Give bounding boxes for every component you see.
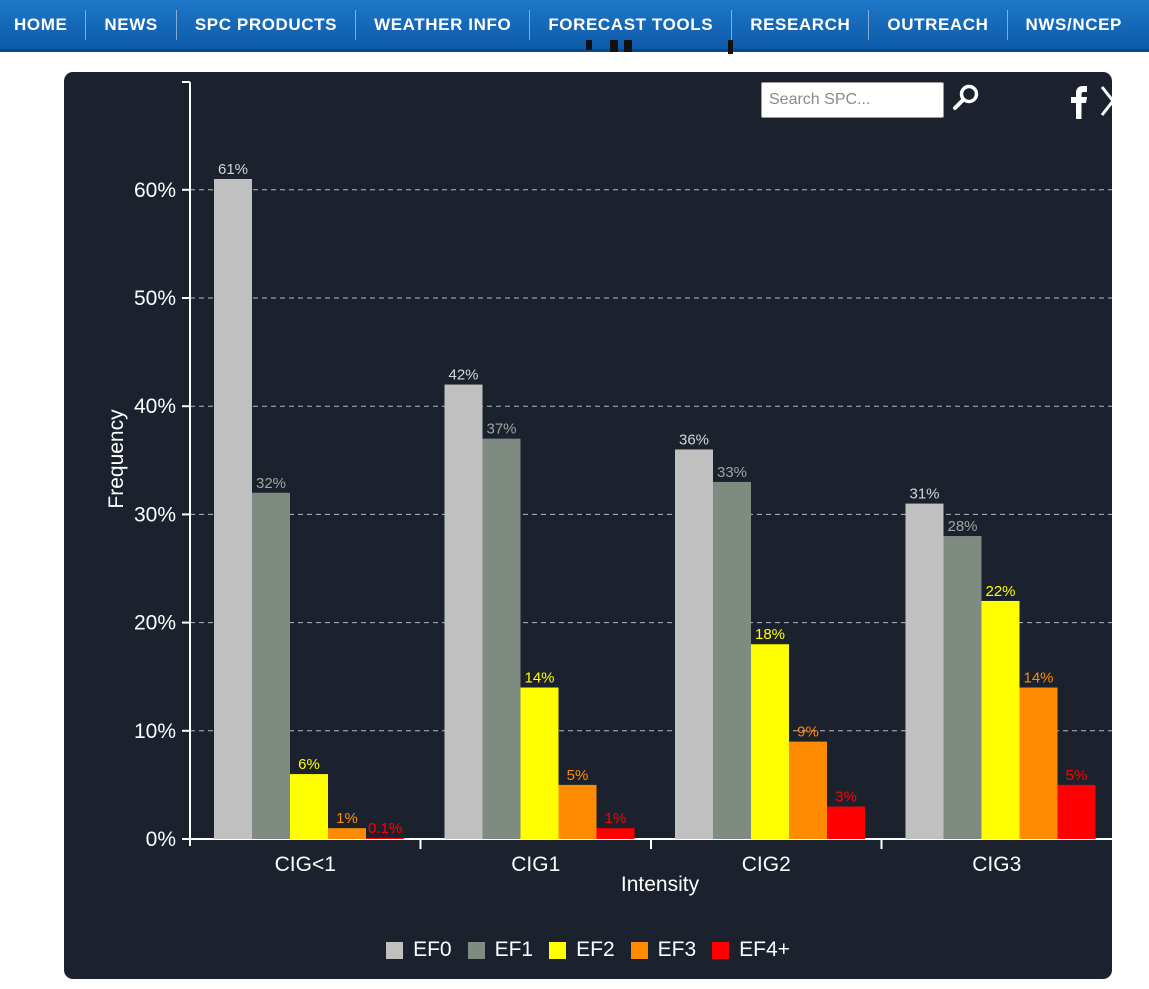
- nav-weather-info[interactable]: WEATHER INFO: [355, 9, 529, 40]
- x-tick-label-cig1: CIG1: [511, 853, 560, 876]
- bar-ef0-cig1: [444, 384, 483, 839]
- bar-ef1-cig3: [943, 536, 982, 839]
- data-label-ef2-cig1: 14%: [524, 670, 554, 687]
- chart-legend: EF0 EF1 EF2 EF3 EF4+: [64, 938, 1112, 962]
- bar-ef4-plus-cig-lt-1: [366, 837, 404, 839]
- top-navigation-bar: HOME NEWS SPC PRODUCTS WEATHER INFO FORE…: [0, 0, 1149, 52]
- data-label-ef1-cig2: 33%: [717, 464, 747, 481]
- data-label-ef0-cig-lt-1: 61%: [218, 161, 248, 178]
- y-tick-label-30: 30%: [134, 503, 176, 526]
- x-tick-label-cig3: CIG3: [972, 853, 1021, 876]
- data-label-ef3-cig2: 9%: [797, 724, 819, 741]
- y-tick-label-0: 0%: [146, 828, 176, 851]
- legend-swatch-ef1: [467, 941, 485, 959]
- nav-news[interactable]: NEWS: [85, 9, 175, 40]
- data-label-ef4-plus-cig1: 1%: [605, 810, 627, 827]
- data-label-ef1-cig1: 37%: [486, 421, 516, 438]
- legend-label-ef1: EF1: [494, 938, 534, 961]
- data-label-ef3-cig1: 5%: [567, 767, 589, 784]
- data-label-ef3-cig3: 14%: [1023, 670, 1053, 687]
- bar-ef1-cig2: [713, 481, 751, 839]
- facebook-icon[interactable]: [1067, 84, 1091, 120]
- bar-ef4-plus-cig3: [1057, 784, 1096, 839]
- legend-swatch-ef2: [549, 941, 567, 959]
- nav-forecast-tools[interactable]: FORECAST TOOLS: [529, 9, 731, 40]
- legend-label-ef4-plus: EF4+: [739, 938, 790, 961]
- legend-item-ef0[interactable]: EF0: [386, 938, 452, 962]
- bar-ef2-cig3: [981, 600, 1020, 839]
- data-label-ef1-cig-lt-1: 32%: [256, 475, 286, 492]
- bar-ef3-cig2: [789, 741, 827, 839]
- legend-item-ef4-plus[interactable]: EF4+: [712, 938, 790, 962]
- nav-nws-ncep[interactable]: NWS/NCEP: [1006, 9, 1140, 40]
- bar-ef3-cig-lt-1: [328, 828, 366, 839]
- clipped-heading-fragment: [540, 40, 740, 54]
- legend-swatch-ef0: [386, 941, 404, 959]
- x-tick-label-cig-lt-1: CIG<1: [275, 853, 336, 876]
- legend-item-ef2[interactable]: EF2: [549, 938, 615, 962]
- y-tick-label-50: 50%: [134, 287, 176, 310]
- bar-ef4-plus-cig1: [596, 828, 635, 839]
- legend-label-ef2: EF2: [576, 938, 615, 961]
- bar-ef0-cig-lt-1: [214, 178, 252, 840]
- y-axis-title: Frequency: [105, 409, 128, 509]
- bar-ef3-cig1: [558, 784, 597, 839]
- bar-ef2-cig2: [751, 644, 789, 839]
- data-label-ef2-cig3: 22%: [985, 583, 1015, 600]
- data-label-ef0-cig2: 36%: [679, 431, 709, 448]
- bar-ef0-cig2: [675, 449, 713, 839]
- data-label-ef2-cig-lt-1: 6%: [298, 756, 320, 773]
- y-tick-label-20: 20%: [134, 612, 176, 635]
- x-axis-title: Intensity: [621, 873, 700, 896]
- legend-swatch-ef4-plus: [712, 941, 730, 959]
- data-label-ef4-plus-cig3: 5%: [1066, 767, 1088, 784]
- data-label-ef2-cig2: 18%: [755, 626, 785, 643]
- y-tick-label-10: 10%: [134, 720, 176, 743]
- search-icon[interactable]: [950, 82, 982, 114]
- legend-label-ef3: EF3: [657, 938, 697, 961]
- nav-home[interactable]: HOME: [14, 14, 68, 34]
- bar-ef4-plus-cig2: [827, 806, 865, 839]
- nav-outreach[interactable]: OUTREACH: [868, 9, 1006, 40]
- data-label-ef4-plus-cig-lt-1: 0.1%: [368, 820, 402, 837]
- bar-ef2-cig1: [520, 687, 559, 839]
- legend-label-ef0: EF0: [413, 938, 452, 961]
- data-label-ef4-plus-cig2: 3%: [835, 789, 857, 806]
- nav-spc-products[interactable]: SPC PRODUCTS: [175, 9, 355, 40]
- legend-item-ef3[interactable]: EF3: [630, 938, 697, 962]
- search-input[interactable]: [761, 82, 944, 118]
- bar-ef3-cig3: [1019, 687, 1058, 839]
- bar-ef1-cig1: [482, 438, 521, 839]
- x-tick-label-cig2: CIG2: [742, 853, 791, 876]
- legend-swatch-ef3: [630, 941, 648, 959]
- data-label-ef3-cig-lt-1: 1%: [336, 810, 358, 827]
- data-label-ef0-cig3: 31%: [909, 486, 939, 503]
- bar-ef1-cig-lt-1: [252, 492, 290, 839]
- legend-item-ef1[interactable]: EF1: [467, 938, 534, 962]
- data-label-ef1-cig3: 28%: [947, 518, 977, 535]
- y-tick-label-40: 40%: [134, 395, 176, 418]
- nav-research[interactable]: RESEARCH: [731, 9, 868, 40]
- bar-ef2-cig-lt-1: [290, 774, 328, 839]
- chart-panel: 0% 10% 20% 30% 40% 50% 60% CIG<1 CIG1 CIG2 CIG3 Fre…: [64, 72, 1112, 979]
- x-icon[interactable]: [1098, 84, 1112, 118]
- data-label-ef0-cig1: 42%: [448, 367, 478, 384]
- y-tick-label-60: 60%: [134, 179, 176, 202]
- tornado-frequency-chart: 0% 10% 20% 30% 40% 50% 60% CIG<1 CIG1 CIG2 CIG3 Fre…: [105, 81, 1112, 896]
- bar-ef0-cig3: [905, 503, 944, 839]
